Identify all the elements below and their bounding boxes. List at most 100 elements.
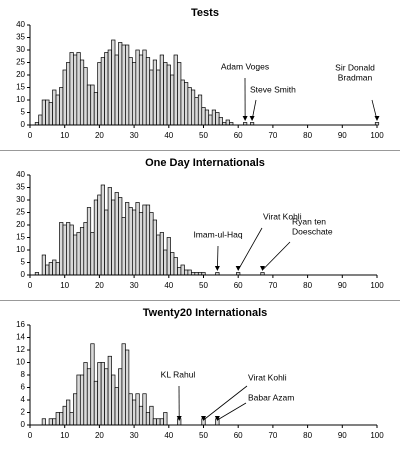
x-tick-label: 60 (234, 131, 243, 140)
annotation-label: Virat Kohli (263, 211, 302, 221)
x-tick-label: 40 (164, 281, 173, 290)
y-tick-label: 10 (16, 95, 25, 104)
bar (97, 362, 102, 426)
bar (93, 380, 99, 426)
y-tick-label: 25 (16, 208, 25, 217)
bar (69, 224, 74, 276)
y-tick-label: 6 (21, 383, 26, 392)
chart-title: Twenty20 Internationals (143, 307, 268, 319)
bar (86, 207, 92, 276)
bar (225, 119, 230, 126)
bar (62, 405, 67, 426)
y-tick-label: 40 (16, 20, 25, 29)
annotation-arrow (203, 385, 248, 421)
annotation-label: Steve Smith (250, 84, 296, 94)
bar (62, 69, 67, 126)
bar (194, 97, 199, 126)
bar (184, 269, 189, 276)
bar (135, 393, 140, 426)
x-tick-label: 50 (199, 431, 208, 440)
bar (90, 232, 95, 276)
bar (145, 412, 151, 426)
chart-title: One Day Internationals (145, 157, 265, 169)
bar (142, 393, 147, 426)
annotation-arrow (262, 241, 291, 271)
bar (142, 49, 147, 126)
bar (121, 44, 126, 126)
x-tick-label: 40 (164, 131, 173, 140)
annotation-arrow (237, 227, 263, 271)
x-tick-label: 10 (60, 131, 69, 140)
bar (128, 393, 133, 426)
bar (104, 368, 109, 426)
annotation-label: Doeschate (292, 226, 333, 236)
bar (55, 412, 60, 426)
bar (73, 393, 78, 426)
x-tick-label: 70 (268, 131, 277, 140)
bar (128, 57, 133, 126)
y-tick-label: 15 (16, 233, 25, 242)
bar (149, 405, 154, 426)
bar (104, 52, 109, 126)
y-tick-label: 35 (16, 183, 25, 192)
x-tick-label: 90 (338, 131, 347, 140)
bar (173, 54, 178, 126)
bar (48, 418, 53, 426)
y-tick-label: 0 (21, 420, 26, 429)
x-tick-label: 0 (28, 281, 33, 290)
bar (90, 84, 95, 126)
arrow-head (235, 266, 241, 271)
x-tick-label: 70 (268, 431, 277, 440)
bar (52, 89, 57, 126)
bar (145, 57, 151, 126)
bar (90, 343, 95, 426)
bar (55, 94, 60, 126)
bar (73, 234, 78, 276)
bar (41, 254, 46, 276)
bar (59, 222, 64, 276)
bar (86, 84, 92, 126)
bar (107, 187, 112, 276)
arrow-head (249, 116, 255, 121)
y-tick-label: 12 (16, 345, 25, 354)
bar (76, 52, 81, 126)
bar (86, 368, 92, 426)
bar (48, 262, 53, 276)
y-tick-label: 20 (16, 70, 25, 79)
bar (83, 222, 88, 276)
bar (132, 62, 137, 126)
bar (62, 224, 67, 276)
bar (69, 412, 74, 426)
bar (59, 412, 64, 426)
bar (41, 418, 46, 426)
bar (45, 99, 50, 126)
y-tick-label: 35 (16, 33, 25, 42)
bar (66, 222, 71, 276)
bar (145, 204, 151, 276)
arrow-head (176, 416, 182, 421)
bar (118, 42, 123, 126)
bar (135, 202, 140, 276)
bar (76, 232, 81, 276)
bar (41, 99, 46, 126)
bar (156, 69, 161, 126)
bar (184, 82, 189, 126)
bar (218, 117, 223, 126)
y-tick-label: 4 (21, 395, 26, 404)
annotation-arrow (217, 402, 247, 421)
arrow-head (201, 416, 206, 421)
x-tick-label: 20 (95, 431, 104, 440)
y-tick-label: 16 (16, 320, 25, 329)
bar (114, 54, 119, 126)
y-tick-label: 25 (16, 58, 25, 67)
bar (83, 362, 88, 426)
annotation-label: Virat Kohli (248, 372, 287, 382)
bar (107, 355, 112, 426)
bar (66, 399, 71, 426)
bar (93, 199, 99, 276)
y-tick-label: 10 (16, 245, 25, 254)
bar (180, 264, 185, 276)
bar (121, 343, 126, 426)
bar (66, 62, 71, 126)
x-tick-label: 30 (130, 131, 139, 140)
